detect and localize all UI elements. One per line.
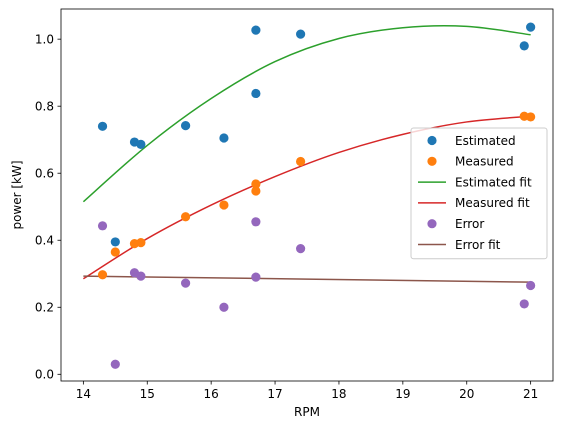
x-tick-label: 16 (204, 387, 219, 401)
measured-point (180, 212, 191, 222)
legend-label-error-fit: Error fit (455, 238, 501, 252)
estimated-point (296, 29, 306, 39)
y-tick-label: 0.4 (35, 234, 54, 248)
measured-point (251, 179, 261, 189)
error-fit-line (83, 275, 531, 283)
error-point (296, 244, 306, 254)
legend-box (410, 127, 548, 260)
measured-point (136, 237, 146, 248)
measured-point (110, 247, 120, 257)
y-tick-label: 1.0 (35, 32, 54, 46)
legend-label-measured: Measured (455, 155, 514, 169)
measured-point (296, 156, 306, 167)
error-point (97, 221, 108, 231)
estimated-point (526, 22, 536, 32)
x-tick-label: 14 (76, 387, 91, 401)
estimated-point (180, 121, 191, 131)
error-point (136, 271, 146, 281)
x-tick-label: 21 (523, 387, 538, 401)
measured-point (526, 112, 536, 122)
estimated-point (251, 88, 261, 99)
legend-swatch-measured (427, 156, 437, 166)
legend-label-estimated-fit: Estimated fit (455, 175, 532, 189)
legend-swatch-error (427, 219, 437, 229)
estimated-point (219, 133, 229, 143)
x-tick-label: 19 (395, 387, 410, 401)
y-tick-label: 0.8 (35, 99, 54, 113)
legend-label-measured-fit: Measured fit (455, 196, 530, 210)
estimated-point (136, 139, 146, 149)
error-point (251, 217, 261, 227)
measured-point (251, 186, 261, 196)
y-tick-label: 0.2 (35, 301, 54, 315)
y-tick-label: 0.6 (35, 167, 54, 181)
estimated-point (97, 121, 108, 131)
x-axis-label: RPM (294, 405, 320, 419)
legend: Estimated Measured Estimated fit Measured f… (410, 127, 548, 260)
error-point (251, 272, 261, 282)
estimated-point (251, 25, 261, 35)
estimated-point (110, 237, 120, 247)
legend-label-estimated: Estimated (455, 134, 516, 148)
error-point (519, 299, 529, 309)
error-point (110, 359, 120, 369)
estimated-point (519, 41, 529, 51)
x-tick-label: 17 (267, 387, 282, 401)
legend-label-error: Error (455, 217, 484, 231)
plot-area-frame (60, 8, 554, 382)
y-tick-label: 0.0 (35, 368, 54, 382)
measured-fit-line (82, 115, 531, 280)
legend-swatch-estimated (427, 135, 437, 146)
fit-lines-layer (82, 25, 531, 283)
y-axis: 0.0 0.2 0.4 0.6 0.8 1.0 (35, 32, 61, 382)
x-tick-label: 15 (140, 387, 155, 401)
estimated-fit-line (82, 25, 531, 203)
measured-point (97, 270, 108, 280)
x-axis: 14 15 16 17 18 19 20 21 (76, 381, 538, 401)
error-point (526, 280, 536, 291)
x-tick-label: 18 (331, 387, 346, 401)
y-axis-label: power [kW] (10, 160, 24, 229)
error-point (219, 302, 229, 312)
measured-point (219, 200, 229, 210)
scatter-points-layer (97, 22, 536, 369)
x-tick-label: 20 (459, 387, 474, 401)
error-point (180, 278, 191, 288)
